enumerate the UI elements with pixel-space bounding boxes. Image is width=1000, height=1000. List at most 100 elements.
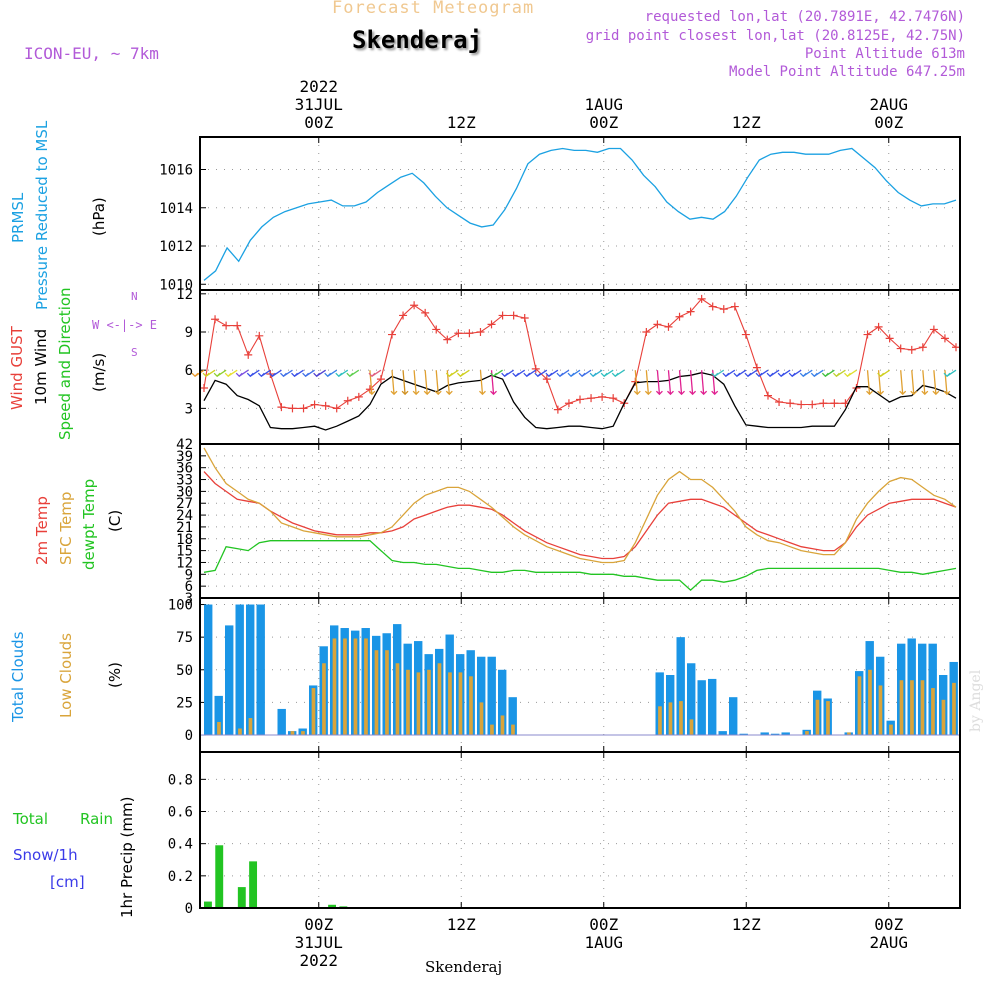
wind-direction-arrow xyxy=(435,370,439,395)
gust-marker xyxy=(354,392,363,401)
pressure-name-label: PRMSL xyxy=(9,192,27,243)
wind-direction-arrow xyxy=(700,370,705,395)
wind-arrow-head xyxy=(224,372,232,378)
x-tick-label-top: 00Z xyxy=(304,113,333,132)
y-tick-label: 33 xyxy=(176,473,193,489)
gust-marker xyxy=(487,320,496,329)
low-cloud-bar xyxy=(668,702,673,736)
wind-arrow-head xyxy=(246,372,254,378)
x-tick-label-bottom: 00Z xyxy=(874,915,903,934)
gust-marker xyxy=(719,305,728,314)
gust-marker xyxy=(244,350,253,359)
low-cloud-bar xyxy=(311,688,316,736)
wind-arrow-head xyxy=(711,372,719,378)
gust-marker xyxy=(520,314,529,322)
wind-arrow-head xyxy=(788,372,796,378)
gust-marker xyxy=(542,375,551,384)
gust-marker xyxy=(940,334,949,343)
wind-direction-arrow xyxy=(678,370,683,395)
gust-marker xyxy=(376,375,385,384)
gust-marker xyxy=(288,404,297,413)
rain-bar xyxy=(215,845,224,908)
total-cloud-bar xyxy=(204,604,213,736)
wind-arrow-head xyxy=(910,390,918,396)
gust-marker xyxy=(918,343,927,352)
low-cloud-bar xyxy=(920,680,925,736)
total-cloud-bar xyxy=(655,672,664,736)
x-date-label-bottom: 1AUG xyxy=(584,933,623,952)
wind-arrow-head xyxy=(810,372,818,378)
wind-direction-arrow xyxy=(689,370,694,395)
wind-arrow-head xyxy=(456,372,464,378)
y-tick-label: 1012 xyxy=(159,239,193,255)
y-tick-label: 42 xyxy=(176,437,193,453)
low-cloud-bar xyxy=(217,721,221,736)
gust-marker xyxy=(653,320,662,329)
low-cloud-bar xyxy=(910,680,914,736)
low-cloud-bar xyxy=(364,638,368,736)
wind-arrow-head xyxy=(257,372,265,378)
gust-marker xyxy=(443,335,452,344)
wind-direction-arrow xyxy=(900,370,904,395)
gust-label: Wind GUST xyxy=(8,326,26,410)
gust-marker xyxy=(808,400,817,409)
wind-arrow-head xyxy=(412,390,420,396)
wind-arrow-head xyxy=(844,372,851,378)
wind-arrow-head xyxy=(644,390,652,396)
wind-arrow-head xyxy=(235,372,243,378)
y-tick-label: 36 xyxy=(176,461,193,477)
gust-marker xyxy=(388,330,396,339)
wind-direction-arrow xyxy=(391,370,395,395)
y-tick-label: 6 xyxy=(185,363,193,379)
gust-marker xyxy=(598,392,607,401)
wind-arrow-head xyxy=(655,390,663,396)
wind-arrow-head xyxy=(799,372,807,378)
wind-arrow-head xyxy=(556,372,564,378)
gust-marker xyxy=(200,384,208,392)
gust-marker xyxy=(410,301,419,310)
low-cloud-bar xyxy=(857,676,862,736)
x-date-label-bottom: 2AUG xyxy=(869,933,908,952)
y-tick-label: 21 xyxy=(176,520,193,536)
gust-marker xyxy=(697,294,706,303)
gust-marker xyxy=(332,404,341,413)
snow-label: Snow/1h xyxy=(13,846,78,864)
gust-marker xyxy=(907,345,916,354)
wind-direction-arrow xyxy=(933,370,937,395)
x-tick-label-top: 00Z xyxy=(874,113,903,132)
y-tick-label: 75 xyxy=(176,630,193,646)
gust-marker xyxy=(255,331,264,340)
wind-arrow-head xyxy=(368,372,376,378)
low-cloud-bar xyxy=(248,718,253,736)
wind-speed-label: Speed and Direction xyxy=(56,287,74,440)
y-tick-label: 100 xyxy=(168,598,193,614)
x-tick-label-top: 12Z xyxy=(732,113,761,132)
x-date-label-bottom: 31JUL xyxy=(295,933,343,952)
y-tick-label: 6 xyxy=(185,579,193,595)
low-cloud-bar xyxy=(689,719,694,736)
low-clouds-label: Low Clouds xyxy=(57,633,75,718)
y-tick-label: 0.8 xyxy=(168,772,193,788)
meteogram-subtitle: Forecast Meteogram xyxy=(332,0,535,18)
low-cloud-bar xyxy=(406,669,410,736)
x-tick-label-top: 12Z xyxy=(447,113,476,132)
wind-direction-arrow xyxy=(634,370,638,395)
compass-we: W <-|-> E xyxy=(92,318,158,332)
y-tick-label: 0 xyxy=(185,901,193,917)
total-cloud-bar xyxy=(214,695,223,736)
gust-marker xyxy=(277,403,286,412)
low-cloud-bar xyxy=(332,638,337,736)
gust-marker xyxy=(708,302,717,311)
pressure-unit-label: (hPa) xyxy=(90,197,108,236)
low-cloud-bar xyxy=(385,650,389,736)
total-cloud-bar xyxy=(498,669,507,736)
gust-marker xyxy=(631,377,640,386)
y-tick-label: 24 xyxy=(176,508,193,524)
wind-direction-arrow xyxy=(656,370,661,395)
total-cloud-bar xyxy=(477,656,486,736)
low-cloud-bar xyxy=(238,728,242,736)
temp-series-line-2 xyxy=(203,540,957,591)
low-cloud-bar xyxy=(437,663,442,736)
low-cloud-bar xyxy=(511,724,515,736)
low-cloud-bar xyxy=(500,715,505,736)
